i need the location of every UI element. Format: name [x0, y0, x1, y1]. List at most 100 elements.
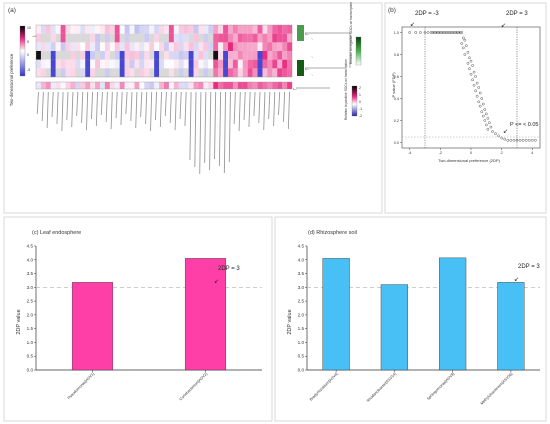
colorbar-tick: -5: [27, 68, 30, 72]
scatter-point: [475, 94, 479, 98]
scatter-point: [491, 130, 494, 133]
heatmap-cell: [104, 33, 110, 43]
heatmap-cell: [100, 68, 106, 78]
heatmap-cell: [40, 25, 46, 34]
heatmap-cell: [139, 42, 145, 52]
heatmap-cell: [60, 59, 66, 69]
bar: [71, 282, 114, 371]
panel-c-frame: [3, 216, 273, 422]
scatter-point: [426, 31, 430, 34]
heatmap-cell: [198, 68, 204, 78]
heatmap-strip-cell: [247, 82, 253, 89]
heatmap-cell: [36, 42, 42, 52]
heatmap-cell: [80, 59, 86, 69]
y-tick-label: 0.5: [27, 354, 34, 359]
heatmap-cell: [168, 25, 174, 34]
y-tick-label: 0.0: [394, 141, 399, 145]
heatmap-cell: [40, 51, 46, 60]
rotated-label: ...: [310, 72, 315, 77]
panel-d-frame: [274, 216, 547, 422]
heatmap-strip-cell: [40, 82, 46, 89]
heatmap-cell: [287, 59, 293, 69]
scatter-point: [474, 75, 477, 78]
scatter-point: [480, 97, 484, 100]
heatmap-cell: [173, 25, 179, 34]
column-label: [125, 91, 128, 115]
scatter-point: [468, 67, 471, 71]
y-tick-label: 0.8: [394, 53, 399, 57]
heatmap-strip-cell: [164, 82, 170, 89]
heatmap-cell: [100, 33, 106, 43]
heatmap-cell: [287, 42, 293, 52]
heatmap-cell: [139, 33, 145, 43]
heatmap-cell: [183, 68, 189, 78]
y-tick-label: 0.6: [394, 75, 399, 79]
heatmap-cell: [242, 59, 248, 69]
heatmap-cell: [129, 25, 135, 34]
column-label: [169, 91, 172, 124]
heatmap-cell: [272, 68, 278, 78]
heatmap-strip-cell: [36, 82, 42, 89]
bottom-legend-tick: 0: [359, 100, 361, 104]
scatter-point: [432, 31, 436, 34]
column-label: [233, 91, 236, 125]
heatmap-cell: [90, 68, 96, 78]
heatmap-cell: [159, 33, 165, 43]
column-label: [243, 91, 246, 121]
column-label: [278, 91, 281, 116]
heatmap-strip-cell: [109, 82, 115, 89]
heatmap-strip-cell: [242, 82, 248, 89]
heatmap-cell: [237, 68, 243, 78]
heatmap-cell: [70, 59, 76, 69]
scatter-point: [461, 36, 465, 40]
heatmap-strip-cell: [55, 82, 61, 89]
scatter-point: [506, 138, 510, 142]
heatmap-strip-cell: [228, 82, 234, 89]
column-label: [204, 91, 207, 164]
heatmap-strip-cell: [267, 82, 273, 89]
heatmap-cell: [95, 59, 101, 69]
heatmap-cell: [277, 42, 283, 52]
bar: [380, 284, 408, 371]
y-tick-label: 2.5: [27, 299, 34, 304]
scatter-point: [497, 134, 500, 138]
arrow-icon: ↙: [514, 277, 519, 283]
heatmap-cell: [90, 42, 96, 52]
heatmap-cell: [60, 51, 66, 60]
panel-c-title: (c) Leaf endosphere: [32, 230, 81, 236]
heatmap-cell: [193, 68, 199, 78]
heatmap-cell: [188, 68, 194, 78]
heatmap-strip-cell: [188, 82, 194, 89]
column-label: [46, 91, 49, 129]
heatmap-cell: [80, 25, 86, 34]
scatter-point: [458, 31, 462, 34]
heatmap-cell: [252, 68, 258, 78]
heatmap-cell: [124, 59, 130, 69]
panel-d-plot: 0.0 0.5 1.0 1.5 2.0 2.5 3.0 3.5 4.0 4.5 Bradyrhizo…: [298, 244, 540, 406]
annotation-2dp-3-c: 2DP = 3: [218, 266, 240, 272]
scatter-point: [443, 31, 447, 34]
heatmap-cell: [267, 25, 273, 34]
heatmap-cell: [208, 68, 214, 78]
heatmap-cell: [223, 51, 229, 60]
x-tick-label: Curtobacterium[ASV2]: [179, 372, 209, 402]
heatmap-cell: [218, 68, 224, 78]
heatmap-cell: [178, 68, 184, 78]
heatmap-cell: [45, 51, 51, 60]
heatmap-cell: [114, 59, 120, 69]
heatmap-cell: [164, 42, 170, 52]
heatmap-cell: [208, 59, 214, 69]
heatmap-cell: [232, 42, 238, 52]
heatmap-cell: [262, 25, 268, 34]
heatmap-cell: [114, 33, 120, 43]
heatmap-cell: [213, 59, 219, 69]
heatmap-cell: [237, 25, 243, 34]
scatter-point: [461, 46, 465, 50]
heatmap-strip-cell: [114, 82, 120, 89]
heatmap-strip-cell: [252, 82, 258, 89]
heatmap-cell: [247, 51, 253, 60]
heatmap-cell: [149, 33, 155, 43]
heatmap-cell: [85, 59, 91, 69]
heatmap-cell: [178, 33, 184, 43]
heatmap-cell: [168, 68, 174, 78]
